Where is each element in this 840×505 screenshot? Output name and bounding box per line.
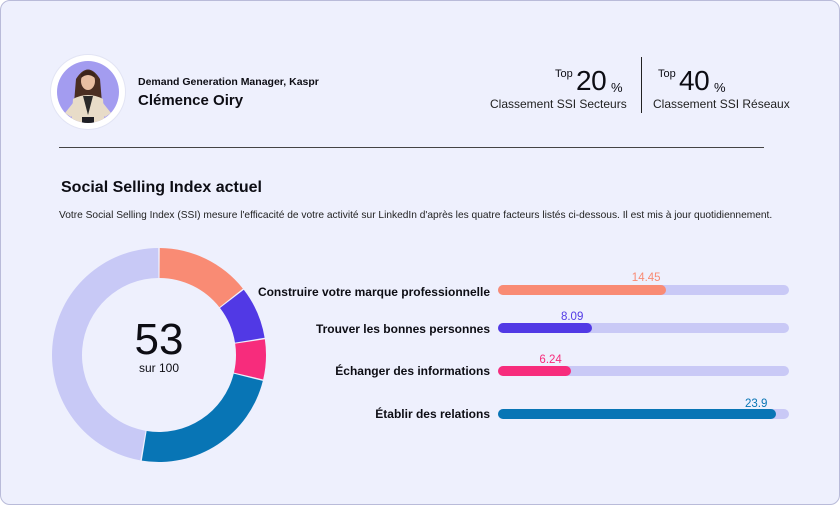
section-description: Votre Social Selling Index (SSI) mesure … bbox=[59, 210, 773, 221]
header-divider bbox=[59, 147, 764, 148]
factor-bar-insights bbox=[498, 366, 571, 376]
factor-label-people: Trouver les bonnes personnes bbox=[315, 322, 490, 336]
stat-unit: % bbox=[611, 80, 623, 95]
stat-prefix: Top bbox=[658, 68, 676, 80]
avatar bbox=[51, 55, 125, 129]
factor-track-brand bbox=[498, 285, 789, 295]
factor-track-insights bbox=[498, 366, 789, 376]
factor-value-relationships: 23.9 bbox=[744, 398, 768, 410]
ssi-score: 53 bbox=[134, 315, 184, 364]
factor-value-people: 8.09 bbox=[560, 311, 584, 323]
factor-bar-people bbox=[498, 323, 593, 333]
stat-label: Classement SSI Secteurs bbox=[490, 97, 627, 111]
factor-track-people bbox=[498, 323, 789, 333]
ssi-score-max: sur 100 bbox=[138, 361, 180, 375]
stat-value: 20 bbox=[576, 65, 607, 96]
stat-value: 40 bbox=[679, 65, 710, 96]
factor-bar-relationships bbox=[498, 409, 777, 419]
profile-photo-icon bbox=[57, 61, 119, 123]
factor-value-insights: 6.24 bbox=[539, 354, 562, 366]
stat-prefix: Top bbox=[555, 68, 573, 80]
stat-unit: % bbox=[714, 80, 726, 95]
factor-bar-brand bbox=[498, 285, 667, 295]
factor-value-brand: 14.45 bbox=[631, 272, 661, 284]
section-title: Social Selling Index actuel bbox=[61, 179, 262, 196]
donut-segment-4 bbox=[141, 373, 263, 462]
donut-segment-remaining bbox=[51, 248, 159, 461]
donut-segment-2 bbox=[220, 289, 265, 343]
profile-name: Clémence Oiry bbox=[138, 92, 244, 109]
factor-track-relationships bbox=[498, 409, 789, 419]
profile-role: Demand Generation Manager, Kaspr bbox=[138, 76, 319, 88]
ssi-donut-chart bbox=[51, 248, 266, 462]
factor-label-relationships: Établir des relations bbox=[375, 407, 490, 421]
stats-divider bbox=[641, 57, 642, 113]
stat-label: Classement SSI Réseaux bbox=[653, 97, 790, 111]
donut-segment-1 bbox=[159, 248, 243, 308]
factor-label-brand: Construire votre marque professionnelle bbox=[257, 285, 490, 299]
factor-label-insights: Échanger des informations bbox=[335, 364, 490, 378]
donut-segment-3 bbox=[233, 339, 266, 380]
